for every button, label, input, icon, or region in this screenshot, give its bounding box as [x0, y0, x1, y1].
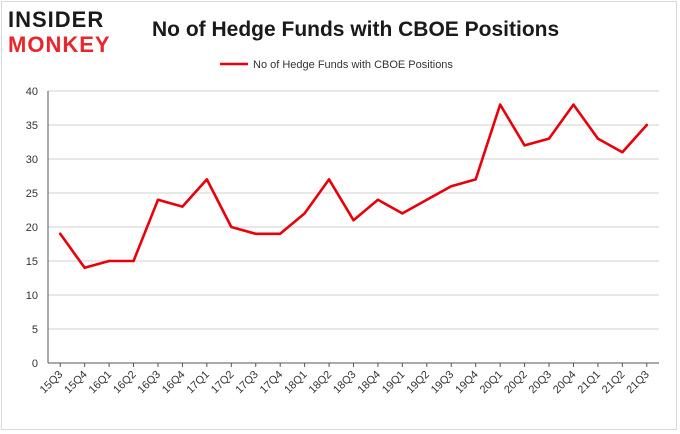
data-point [547, 137, 551, 140]
y-tick-label: 10 [26, 290, 38, 302]
y-tick-label: 5 [32, 324, 38, 336]
data-point [156, 198, 160, 201]
x-tick-label: 17Q1 [184, 369, 212, 397]
data-point [83, 266, 86, 269]
data-point [498, 103, 502, 106]
data-point [107, 259, 111, 263]
x-tick-label: 17Q4 [258, 369, 286, 397]
data-point [132, 259, 135, 263]
x-tick-label: 16Q3 [136, 369, 164, 397]
x-tick-label: 17Q2 [209, 369, 237, 397]
x-tick-label: 15Q3 [38, 369, 66, 397]
x-tick-label: 19Q2 [404, 369, 432, 397]
data-point [181, 205, 184, 208]
x-tick-label: 16Q2 [111, 369, 139, 397]
x-tick-label: 19Q4 [453, 369, 481, 397]
x-tick-label: 15Q4 [62, 369, 90, 397]
data-point [474, 178, 477, 181]
y-tick-label: 0 [32, 358, 38, 370]
logo-line-monkey: MONKEY [8, 32, 111, 57]
line-chart: 0 5 10 15 20 25 30 35 40 15Q315Q416Q116Q216Q316Q… [26, 59, 659, 396]
logo-line-insider: INSIDER [8, 7, 105, 32]
data-point [278, 232, 282, 235]
x-tick-label: 19Q3 [429, 369, 457, 397]
x-tick-label: 21Q1 [575, 369, 603, 397]
x-tick-label: 20Q3 [527, 369, 555, 397]
chart-title: No of Hedge Funds with CBOE Positions [152, 18, 560, 41]
data-point [254, 232, 257, 235]
legend-label: No of Hedge Funds with CBOE Positions [253, 59, 453, 71]
y-tick-label: 30 [26, 154, 38, 166]
x-tick-label: 20Q2 [502, 369, 530, 397]
x-tick-label: 20Q1 [478, 369, 506, 397]
x-tick-label: 17Q3 [233, 369, 261, 397]
series-group [58, 103, 649, 270]
insider-monkey-logo: INSIDER MONKEY [8, 9, 130, 56]
data-point [376, 198, 380, 201]
x-tick-label: 16Q1 [87, 369, 115, 397]
data-point [450, 185, 453, 188]
grid-lines [48, 90, 659, 330]
y-tick-label: 25 [26, 188, 38, 200]
x-tick-label: 21Q3 [624, 369, 652, 397]
data-point [352, 219, 355, 222]
x-tick-labels: 15Q315Q416Q116Q216Q316Q417Q117Q217Q317Q4… [38, 363, 652, 396]
y-tick-labels: 0 5 10 15 20 25 30 35 40 [26, 86, 38, 370]
data-point [59, 232, 62, 235]
x-tick-label: 20Q4 [551, 369, 579, 397]
x-tick-label: 18Q3 [331, 369, 359, 397]
y-tick-label: 35 [26, 120, 38, 132]
data-point [596, 137, 600, 140]
data-point [401, 212, 404, 215]
y-tick-label: 20 [26, 222, 38, 234]
data-point [205, 178, 209, 181]
legend: No of Hedge Funds with CBOE Positions [220, 59, 453, 71]
data-point [621, 151, 624, 154]
series-line [58, 103, 649, 270]
data-point [230, 225, 233, 229]
x-tick-label: 19Q1 [380, 369, 408, 397]
data-point [303, 212, 306, 215]
x-tick-label: 21Q2 [600, 369, 628, 397]
data-point [645, 123, 648, 127]
data-point [327, 178, 331, 181]
data-point [572, 103, 575, 106]
y-tick-label: 40 [26, 86, 38, 98]
x-tick-label: 18Q2 [307, 369, 335, 397]
x-tick-label: 18Q4 [356, 369, 384, 397]
data-point [523, 144, 526, 147]
y-tick-label: 15 [26, 256, 38, 268]
x-tick-label: 16Q4 [160, 369, 188, 397]
x-tick-label: 18Q1 [282, 369, 310, 397]
data-point [425, 198, 429, 201]
